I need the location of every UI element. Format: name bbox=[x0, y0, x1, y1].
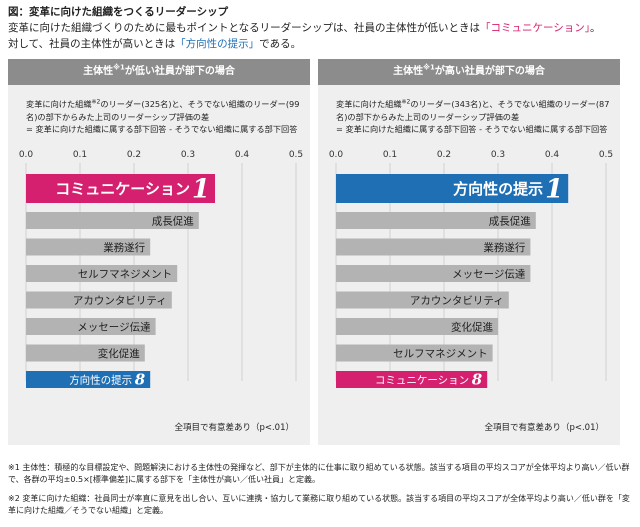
panel-title-sup: ※1 bbox=[423, 63, 435, 72]
bar bbox=[336, 238, 531, 256]
bar-label: 変化促進 bbox=[451, 320, 493, 333]
rank-label: 8 bbox=[135, 371, 146, 389]
footnote-2: ※2 変革に向けた組織：社員同士が率直に意見を出し合い、互いに連携・協力して業務… bbox=[8, 494, 630, 515]
bar bbox=[336, 174, 569, 203]
bar-label: 業務遂行 bbox=[103, 241, 145, 254]
panel-title-pre: 主体性 bbox=[393, 66, 424, 77]
tick-label: 0.2 bbox=[127, 150, 141, 160]
bar-label: 業務遂行 bbox=[483, 241, 525, 254]
bar bbox=[336, 265, 531, 282]
desc-line-3: = 変革に向けた組織に属する部下回答 - そうでない組織に属する部下回答 bbox=[26, 124, 298, 134]
panel-description: 変革に向けた組織※2のリーダー(325名)と、そうでない組織のリーダー(99 名… bbox=[26, 98, 302, 136]
chart-panel-low-initiative: 主体性※1が低い社員が部下の場合 変革に向けた組織※2のリーダー(325名)と、… bbox=[8, 59, 310, 445]
desc-line-2: 名)の部下からみた上司のリーダーシップ評価の差 bbox=[336, 111, 520, 122]
panel-title: 主体性※1が低い社員が部下の場合 bbox=[8, 59, 310, 85]
bar-label: セルフマネジメント bbox=[393, 348, 488, 360]
bar-label: セルフマネジメント bbox=[78, 268, 173, 280]
bar-label: 変化促進 bbox=[98, 347, 140, 360]
tick-label: 0.5 bbox=[289, 150, 303, 160]
bar-label: 方向性の提示 bbox=[453, 180, 543, 198]
tick-label: 0.3 bbox=[491, 150, 505, 160]
significance-note: 全項目で有意差あり（p<.01） bbox=[174, 423, 294, 433]
tick-label: 0.0 bbox=[19, 150, 34, 160]
summary-1-pre: 変革に向けた組織づくりのために最もポイントとなるリーダーシップは、社員の主体性が… bbox=[8, 22, 480, 34]
tick-label: 0.4 bbox=[235, 150, 250, 160]
panel-title-sup: ※1 bbox=[113, 63, 125, 72]
summary-2-pre: 対して、社員の主体性が高いときは bbox=[8, 38, 176, 50]
desc-line-1-pre: 変革に向けた組織 bbox=[336, 99, 402, 109]
desc-line-1-post: のリーダー(343名)と、そうでない組織のリーダー(87 bbox=[410, 99, 610, 109]
bar bbox=[336, 318, 498, 335]
bar-label: 方向性の提示 bbox=[69, 373, 132, 386]
desc-line-1-pre: 変革に向けた組織 bbox=[26, 99, 92, 109]
bar bbox=[26, 344, 145, 362]
footnote-1: ※1 主体性：積極的な目標設定や、問題解決における主体性の発揮など、部下が主体的… bbox=[8, 463, 630, 484]
bar bbox=[26, 212, 199, 229]
bar-label: アカウンタビリティ bbox=[410, 295, 504, 307]
bar-label: メッセージ伝達 bbox=[77, 321, 151, 333]
bar bbox=[26, 174, 215, 203]
rank-label: 8 bbox=[472, 371, 483, 389]
bar-chart-right: 0.0 0.1 0.2 0.3 0.4 0.5 1方向性の提示成長促進業務遂行メッセージ伝達… bbox=[329, 150, 613, 389]
bar bbox=[336, 291, 509, 309]
rank-label: 1 bbox=[192, 175, 210, 205]
bar bbox=[336, 212, 536, 229]
tick-label: 0.1 bbox=[383, 150, 397, 160]
desc-sup: ※2 bbox=[401, 98, 411, 106]
tick-label: 0.0 bbox=[329, 150, 344, 160]
bar-label: アカウンタビリティ bbox=[73, 295, 167, 307]
summary-1-highlight: 「コミュニケーション」 bbox=[479, 22, 591, 34]
bar bbox=[26, 265, 178, 282]
bar bbox=[336, 344, 493, 362]
chart-panel-high-initiative: 主体性※1が高い社員が部下の場合 変革に向けた組織※2のリーダー(343名)と、… bbox=[318, 59, 620, 445]
figure-caption: 図：変革に向けた組織をつくるリーダーシップ bbox=[8, 6, 229, 18]
bar-label: メッセージ伝達 bbox=[452, 268, 526, 280]
panel-title: 主体性※1が高い社員が部下の場合 bbox=[318, 59, 620, 85]
tick-label: 0.3 bbox=[181, 150, 195, 160]
panel-title-pre: 主体性 bbox=[83, 66, 114, 77]
bar-label: 成長促進 bbox=[152, 214, 194, 227]
tick-label: 0.4 bbox=[545, 150, 560, 160]
panel-title-post: が高い社員が部下の場合 bbox=[434, 66, 545, 77]
bar-label: コミュニケーション bbox=[375, 374, 469, 386]
summary-2-highlight: 「方向性の提示」 bbox=[175, 38, 260, 50]
bar bbox=[26, 318, 156, 335]
bar bbox=[26, 291, 172, 309]
summary-2-post: である。 bbox=[259, 38, 302, 50]
bar-chart-left: 0.0 0.1 0.2 0.3 0.4 0.5 1コミュニケーション成長促進業務遂行セルフマ… bbox=[19, 150, 303, 389]
bar-label: コミュニケーション bbox=[55, 180, 190, 198]
bar bbox=[26, 371, 151, 388]
bar-label: 成長促進 bbox=[489, 214, 531, 227]
significance-note: 全項目で有意差あり（p<.01） bbox=[484, 423, 604, 433]
figure-header: 図：変革に向けた組織をつくるリーダーシップ 変革に向けた組織づくりのために最もポ… bbox=[8, 4, 634, 52]
tick-label: 0.2 bbox=[437, 150, 451, 160]
desc-line-1-post: のリーダー(325名)と、そうでない組織のリーダー(99 bbox=[100, 99, 300, 109]
figure-summary-line-1: 変革に向けた組織づくりのために最もポイントとなるリーダーシップは、社員の主体性が… bbox=[8, 20, 634, 36]
desc-sup: ※2 bbox=[91, 98, 101, 106]
footnotes: ※1 主体性：積極的な目標設定や、問題解決における主体性の発揮など、部下が主体的… bbox=[8, 462, 634, 524]
rank-label: 1 bbox=[545, 175, 563, 205]
panel-description: 変革に向けた組織※2のリーダー(343名)と、そうでない組織のリーダー(87 名… bbox=[336, 98, 612, 136]
desc-line-2: 名)の部下からみた上司のリーダーシップ評価の差 bbox=[26, 111, 210, 122]
summary-1-post: 。 bbox=[590, 22, 601, 34]
tick-label: 0.1 bbox=[73, 150, 87, 160]
figure-summary-line-2: 対して、社員の主体性が高いときは「方向性の提示」である。 bbox=[8, 36, 634, 52]
desc-line-3: = 変革に向けた組織に属する部下回答 - そうでない組織に属する部下回答 bbox=[336, 124, 608, 134]
bar bbox=[336, 371, 488, 388]
panel-title-post: が低い社員が部下の場合 bbox=[124, 66, 235, 77]
bar bbox=[26, 238, 151, 256]
tick-label: 0.5 bbox=[599, 150, 613, 160]
